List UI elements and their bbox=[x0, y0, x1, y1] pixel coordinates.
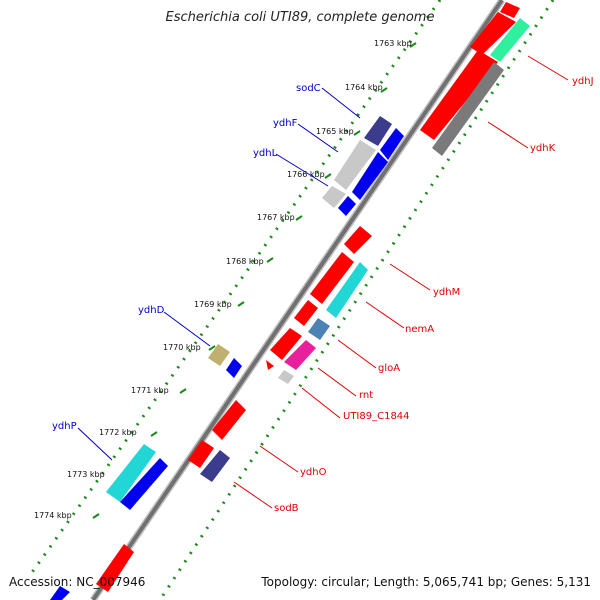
tick-label: 1774 kbp bbox=[34, 511, 72, 520]
gene-label-ydhK[interactable]: ydhK bbox=[530, 143, 556, 154]
accession-text: Accession: NC_007946 bbox=[9, 575, 146, 589]
topology-text: Topology: circular; Length: 5,065,741 bp… bbox=[261, 575, 591, 589]
tick-track-left bbox=[26, 0, 442, 579]
gene-label-ydhP[interactable]: ydhP bbox=[52, 421, 77, 432]
tick-label: 1768 kbp bbox=[226, 257, 264, 266]
genome-backbone bbox=[91, 0, 504, 600]
gene-label-ydhO[interactable]: ydhO bbox=[300, 467, 327, 478]
gene-ydhL-gray[interactable] bbox=[334, 140, 376, 190]
gene-label-ydhM[interactable]: ydhM bbox=[433, 287, 461, 298]
gene-UTI89_C1844[interactable] bbox=[278, 370, 294, 384]
gene-label-ydhF[interactable]: ydhF bbox=[273, 118, 298, 129]
gene-ydhO[interactable] bbox=[188, 440, 214, 468]
tick-label: 1769 kbp bbox=[194, 300, 232, 309]
tick-label: 1772 kbp bbox=[99, 428, 137, 437]
tick-label: 1773 kbp bbox=[67, 470, 105, 479]
gene-label-sodB[interactable]: sodB bbox=[274, 503, 299, 514]
tick-label: 1771 kbp bbox=[131, 386, 169, 395]
tick-label: 1765 kbp bbox=[316, 127, 354, 136]
tick-label: 1770 kbp bbox=[163, 343, 201, 352]
gene-features bbox=[50, 2, 530, 600]
gene-ydhJ[interactable] bbox=[470, 12, 516, 55]
gene-blue-small[interactable] bbox=[338, 196, 356, 216]
gene-ydhJ-top[interactable] bbox=[500, 2, 520, 18]
gene-label-rnt[interactable]: rnt bbox=[359, 390, 374, 401]
gene-nemA[interactable] bbox=[326, 262, 368, 318]
genome-title: Escherichia coli UTI89, complete genome bbox=[165, 10, 435, 25]
tick-label: 1764 kbp bbox=[345, 83, 383, 92]
tick-label: 1767 kbp bbox=[257, 213, 295, 222]
gene-lightgray-small[interactable] bbox=[322, 186, 346, 208]
gene-label-ydhJ[interactable]: ydhJ bbox=[572, 76, 594, 87]
gene-red-1768[interactable] bbox=[344, 226, 372, 254]
tick-marks bbox=[92, 42, 417, 519]
gene-label-gloA[interactable]: gloA bbox=[378, 363, 401, 374]
gene-red-long[interactable] bbox=[420, 50, 498, 140]
gene-red-1771[interactable] bbox=[212, 400, 246, 440]
gene-blue-bottom[interactable] bbox=[50, 586, 70, 600]
gene-gloA[interactable] bbox=[270, 328, 302, 360]
tick-label: 1763 kbp bbox=[374, 39, 412, 48]
gene-label-ydhL[interactable]: ydhL bbox=[253, 148, 278, 159]
gene-ydhM[interactable] bbox=[310, 252, 354, 304]
gene-red-tiny[interactable] bbox=[266, 360, 274, 370]
gene-ydhP[interactable] bbox=[106, 444, 156, 502]
gene-red-bottom[interactable] bbox=[96, 544, 134, 592]
gene-sodB[interactable] bbox=[200, 450, 230, 482]
gene-ydhD[interactable] bbox=[208, 344, 230, 366]
gene-label-nemA[interactable]: nemA bbox=[405, 324, 435, 335]
gene-sodC[interactable] bbox=[364, 116, 392, 146]
gene-label-sodC[interactable]: sodC bbox=[296, 83, 321, 94]
tick-label: 1766 kbp bbox=[287, 170, 325, 179]
gene-blue-mid[interactable] bbox=[352, 152, 388, 200]
gene-rnt[interactable] bbox=[284, 340, 316, 370]
gene-ydhF[interactable] bbox=[380, 128, 404, 160]
gene-mint[interactable] bbox=[490, 18, 530, 62]
gene-ydhK[interactable] bbox=[432, 62, 504, 156]
gene-blue-ydhD[interactable] bbox=[226, 358, 242, 378]
gene-steel[interactable] bbox=[308, 318, 330, 340]
gene-red-1770[interactable] bbox=[294, 300, 318, 326]
gene-label-UTI89_C1844[interactable]: UTI89_C1844 bbox=[343, 411, 410, 422]
label-leaders bbox=[77, 55, 569, 509]
gene-label-ydhD[interactable]: ydhD bbox=[138, 305, 165, 316]
gene-blue-ydhP[interactable] bbox=[120, 458, 168, 510]
